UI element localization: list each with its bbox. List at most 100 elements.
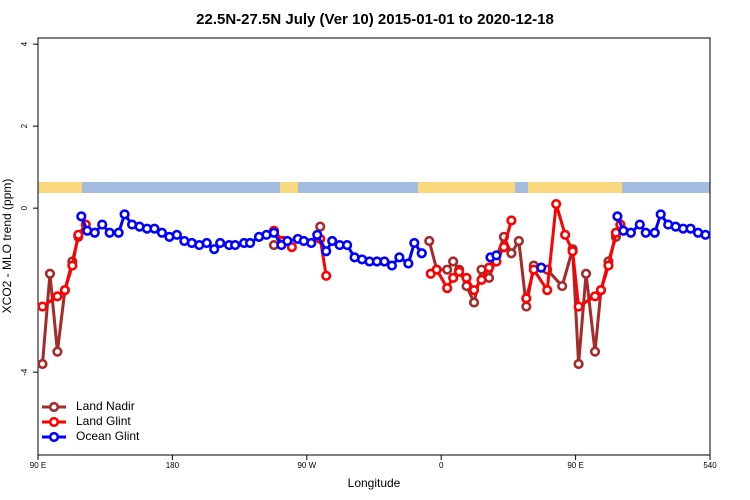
data-point: [386, 260, 398, 271]
data-point: [315, 221, 326, 232]
y-tick-label: -4: [20, 368, 29, 376]
ocean-band: [38, 182, 710, 193]
land-band: [528, 182, 622, 193]
data-point: [513, 235, 524, 247]
data-point: [442, 283, 453, 294]
data-point: [655, 209, 666, 220]
data-point: [567, 246, 578, 257]
data-point: [542, 285, 553, 296]
x-tick-label: 90 E: [567, 461, 583, 470]
data-point: [379, 256, 390, 267]
data-point: [104, 227, 115, 238]
data-point: [306, 237, 317, 249]
land-band: [280, 182, 298, 193]
land-ocean-strip: [38, 182, 710, 193]
data-point: [700, 229, 711, 240]
legend-label: Land Nadir: [76, 399, 135, 413]
data-point: [37, 301, 48, 312]
legend-marker: [48, 416, 60, 428]
data-point: [521, 301, 532, 312]
data-point: [649, 227, 660, 238]
data-point: [589, 346, 601, 357]
data-point: [573, 358, 584, 370]
data-point: [595, 285, 607, 296]
data-point: [119, 209, 130, 220]
data-point: [603, 260, 614, 271]
legend-marker: [48, 431, 60, 443]
data-point: [476, 274, 487, 286]
data-point: [448, 256, 459, 267]
data-point: [149, 223, 160, 234]
data-point: [282, 235, 293, 247]
data-point: [580, 268, 592, 279]
series: [76, 209, 711, 273]
y-axis-label: XCO2 - MLO trend (ppm): [0, 179, 14, 314]
plot-frame: [37, 37, 711, 456]
data-point: [431, 264, 442, 275]
data-point: [461, 272, 472, 283]
data-point: [498, 242, 510, 253]
data-point: [685, 223, 696, 234]
land-band: [418, 182, 515, 193]
data-point: [342, 239, 353, 251]
x-tick-label: 90 E: [30, 461, 46, 470]
data-point: [573, 301, 584, 312]
legend-label: Land Glint: [76, 414, 131, 428]
data-point: [551, 198, 562, 210]
x-tick-label: 180: [166, 461, 180, 470]
data-point: [448, 272, 459, 283]
data-point: [59, 285, 70, 296]
data-point: [521, 293, 532, 304]
data-point: [454, 266, 465, 277]
data-point: [327, 235, 338, 247]
data-point: [468, 285, 480, 296]
legend-marker: [48, 401, 60, 413]
data-point: [506, 248, 517, 259]
data-point: [312, 229, 323, 240]
x-axis-label: Longitude: [348, 476, 401, 490]
data-point: [536, 262, 547, 273]
x-tick-label: 540: [703, 461, 717, 470]
data-point: [67, 260, 78, 271]
data-point: [171, 229, 182, 240]
data-point: [394, 252, 405, 263]
y-tick-label: 0: [20, 205, 29, 210]
data-point: [97, 219, 108, 230]
data-point: [37, 358, 48, 370]
data-point: [156, 227, 168, 238]
data-point: [483, 262, 495, 273]
data-point: [424, 235, 435, 247]
chart-title: 22.5N-27.5N July (Ver 10) 2015-01-01 to …: [196, 11, 554, 28]
data-point: [52, 346, 63, 357]
data-point: [403, 258, 414, 269]
data-point: [73, 229, 84, 240]
y-tick-label: 2: [20, 123, 29, 128]
data-point: [89, 227, 100, 238]
data-point: [589, 291, 601, 302]
y-tick-label: 4: [20, 41, 29, 46]
data-point: [52, 291, 63, 302]
data-point: [409, 237, 420, 249]
data-point: [560, 229, 571, 240]
data-point: [230, 239, 241, 251]
data-point: [44, 268, 56, 279]
x-tick-label: 90 W: [297, 461, 316, 470]
x-tick-label: 0: [439, 461, 444, 470]
data-point: [76, 211, 87, 222]
land-band: [38, 182, 82, 193]
data-point: [506, 215, 517, 226]
data-point: [468, 297, 480, 308]
data-point: [491, 250, 502, 261]
data-point: [268, 227, 280, 238]
data-point: [625, 227, 636, 238]
data-point: [244, 237, 256, 249]
data-point: [612, 211, 623, 222]
data-point: [113, 227, 124, 238]
data-point: [201, 237, 212, 249]
data-point: [416, 248, 427, 259]
data-point: [442, 264, 453, 275]
legend-label: Ocean Glint: [76, 429, 140, 443]
data-point: [634, 219, 645, 230]
